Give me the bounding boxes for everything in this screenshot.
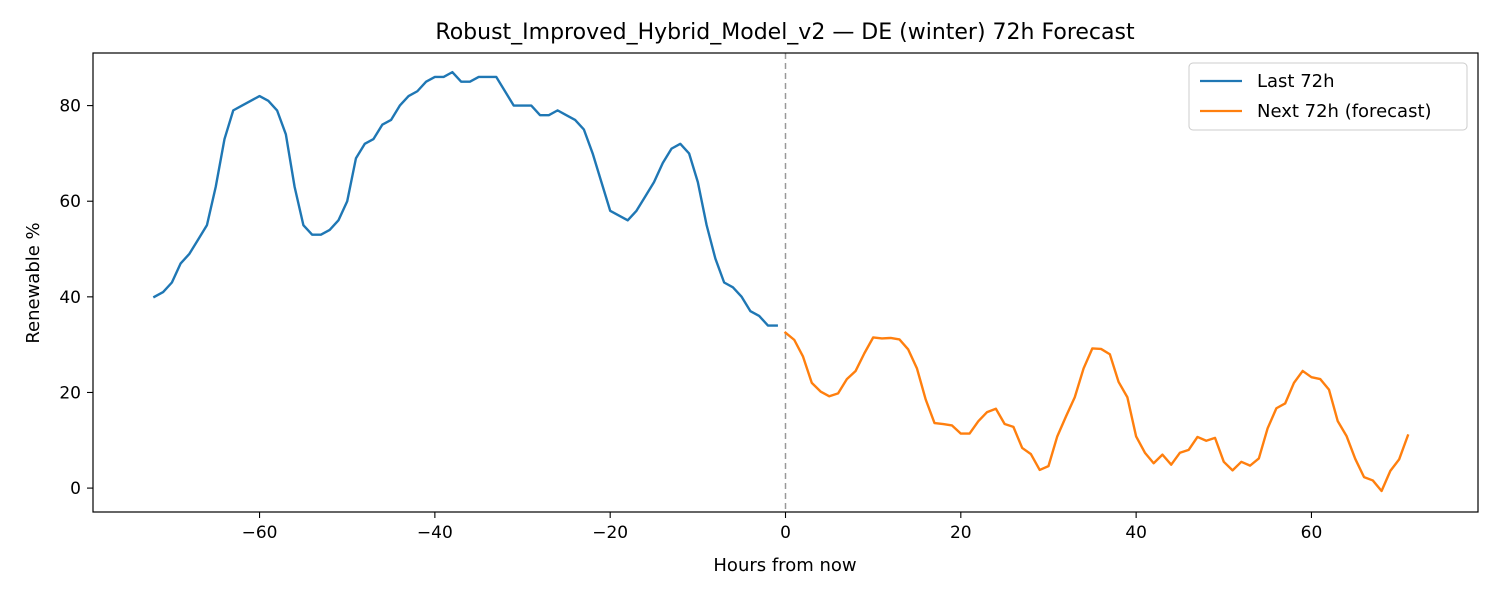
x-tick-label: 20 bbox=[950, 523, 972, 543]
x-tick-label: −20 bbox=[592, 523, 628, 543]
legend: Last 72h Next 72h (forecast) bbox=[1188, 62, 1468, 131]
x-tick-label: −40 bbox=[417, 523, 453, 543]
x-tick-label: 0 bbox=[780, 523, 791, 543]
y-tick-label: 80 bbox=[59, 97, 81, 117]
y-axis-ticks: 0 20 40 60 80 bbox=[59, 97, 93, 499]
series-line-last-72h bbox=[152, 70, 778, 327]
y-tick-label: 40 bbox=[59, 288, 81, 308]
x-axis-ticks: −60 −40 −20 0 20 40 60 bbox=[242, 512, 1323, 543]
plot-frame bbox=[92, 52, 1479, 513]
y-tick-label: 0 bbox=[70, 479, 81, 499]
plot-area bbox=[152, 53, 1410, 512]
y-tick-label: 60 bbox=[59, 192, 81, 212]
x-tick-label: −60 bbox=[242, 523, 278, 543]
x-tick-label: 40 bbox=[1125, 523, 1147, 543]
y-axis-label: Renewable % bbox=[23, 222, 44, 343]
legend-box bbox=[1188, 62, 1468, 131]
chart-title: Robust_Improved_Hybrid_Model_v2 — DE (wi… bbox=[435, 20, 1135, 45]
legend-label-forecast: Next 72h (forecast) bbox=[1257, 101, 1432, 122]
y-tick-label: 20 bbox=[59, 383, 81, 403]
x-axis-label: Hours from now bbox=[713, 555, 856, 576]
x-tick-label: 60 bbox=[1301, 523, 1323, 543]
legend-label-last-72h: Last 72h bbox=[1257, 71, 1335, 92]
series-line-forecast bbox=[783, 331, 1410, 493]
